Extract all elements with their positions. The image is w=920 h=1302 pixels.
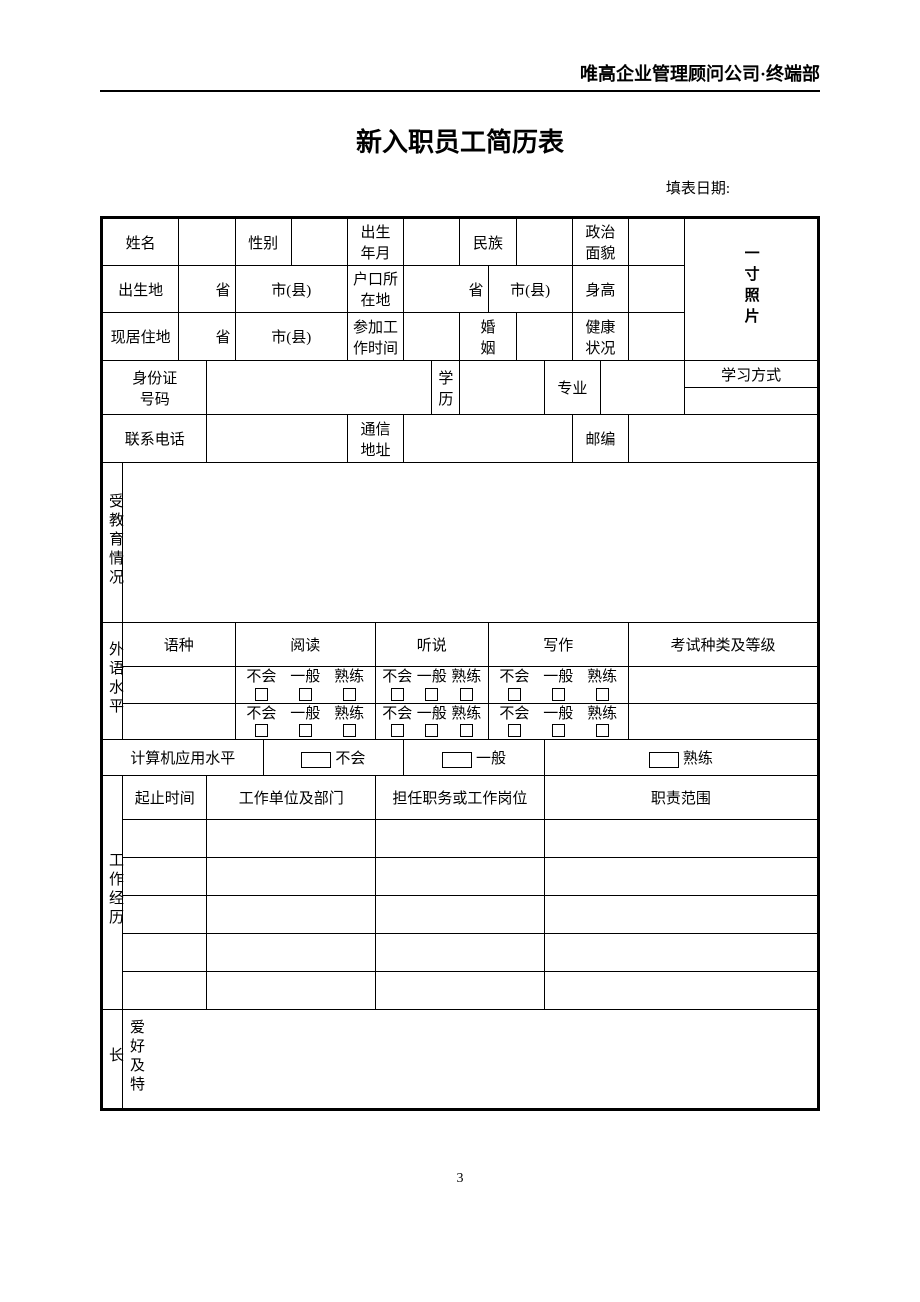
label-lang-section: 外语水平 [102,623,123,740]
field-exam-1[interactable] [629,667,819,704]
label-politics: 政治 面貌 [572,218,628,266]
work-duty-3[interactable] [544,896,818,934]
label-city2: 市(县) [488,266,572,313]
field-gender[interactable] [291,218,347,266]
label-listening: 听说 [376,623,488,667]
field-edu[interactable] [460,361,544,415]
field-exam-2[interactable] [629,703,819,740]
field-lang-type-2[interactable] [123,703,235,740]
field-postcode[interactable] [629,415,819,463]
label-phone: 联系电话 [102,415,207,463]
field-listening-2[interactable]: 不会 一般 熟练 [376,703,488,740]
label-health: 健康 状况 [572,313,628,361]
label-name: 姓名 [102,218,179,266]
field-marriage[interactable] [516,313,572,361]
label-mailaddr: 通信 地址 [347,415,403,463]
label-lang-type: 语种 [123,623,235,667]
work-period-5[interactable] [123,972,207,1010]
label-exam: 考试种类及等级 [629,623,819,667]
label-studymode: 学习方式 [685,361,819,388]
resume-form: 姓名 性别 出生 年月 民族 政治 面貌 一寸照片 出生地 省 市(县) 户口所… [100,216,820,1111]
field-listening-1[interactable]: 不会 一般 熟练 [376,667,488,704]
label-joinwork: 参加工 作时间 [347,313,403,361]
fill-date-label: 填表日期: [100,177,820,198]
label-hobby: 爱好及特长 [102,1010,123,1110]
work-position-3[interactable] [376,896,545,934]
field-name[interactable] [179,218,235,266]
label-reading: 阅读 [235,623,376,667]
label-postcode: 邮编 [572,415,628,463]
work-duty-4[interactable] [544,934,818,972]
work-period-3[interactable] [123,896,207,934]
field-mailaddr[interactable] [404,415,573,463]
field-phone[interactable] [207,415,348,463]
label-hukou: 户口所 在地 [347,266,403,313]
work-dept-3[interactable] [207,896,376,934]
computer-normal[interactable]: 一般 [404,740,545,776]
label-birthplace: 出生地 [102,266,179,313]
work-position-2[interactable] [376,858,545,896]
work-period-2[interactable] [123,858,207,896]
company-header: 唯高企业管理顾问公司·终端部 [100,60,820,92]
label-computer: 计算机应用水平 [102,740,264,776]
label-province2: 省 [404,266,488,313]
field-ethnic[interactable] [516,218,572,266]
label-city3: 市(县) [235,313,347,361]
label-gender: 性别 [235,218,291,266]
work-position-4[interactable] [376,934,545,972]
label-major: 专业 [544,361,600,415]
field-lang-type-1[interactable] [123,667,235,704]
field-idcard[interactable] [207,361,432,415]
label-residence: 现居住地 [102,313,179,361]
photo-box: 一寸照片 [685,218,819,361]
label-dept: 工作单位及部门 [207,776,376,820]
field-hobby[interactable] [123,1010,819,1110]
label-edu-history: 受教育情况 [102,463,123,623]
work-duty-5[interactable] [544,972,818,1010]
label-birth: 出生 年月 [347,218,403,266]
work-duty-1[interactable] [544,820,818,858]
label-writing: 写作 [488,623,629,667]
field-edu-history[interactable] [123,463,819,623]
work-dept-1[interactable] [207,820,376,858]
label-province1: 省 [179,266,235,313]
computer-no[interactable]: 不会 [263,740,404,776]
label-province3: 省 [179,313,235,361]
field-health[interactable] [629,313,685,361]
field-joinwork[interactable] [404,313,460,361]
field-major[interactable] [600,361,684,415]
page-title: 新入职员工简历表 [100,122,820,159]
label-idcard: 身份证 号码 [102,361,207,415]
label-position: 担任职务或工作岗位 [376,776,545,820]
work-period-4[interactable] [123,934,207,972]
field-politics[interactable] [629,218,685,266]
work-position-1[interactable] [376,820,545,858]
page-number: 3 [100,1171,820,1187]
field-writing-2[interactable]: 不会 一般 熟练 [488,703,629,740]
work-dept-4[interactable] [207,934,376,972]
computer-good[interactable]: 熟练 [544,740,818,776]
label-work-section: 工作经历 [102,776,123,1010]
field-studymode[interactable] [685,388,819,415]
field-birth[interactable] [404,218,460,266]
label-edu: 学 历 [432,361,460,415]
label-height: 身高 [572,266,628,313]
label-duty: 职责范围 [544,776,818,820]
work-dept-2[interactable] [207,858,376,896]
field-reading-2[interactable]: 不会 一般 熟练 [235,703,376,740]
work-position-5[interactable] [376,972,545,1010]
field-reading-1[interactable]: 不会 一般 熟练 [235,667,376,704]
label-period: 起止时间 [123,776,207,820]
work-dept-5[interactable] [207,972,376,1010]
field-writing-1[interactable]: 不会 一般 熟练 [488,667,629,704]
label-marriage: 婚 姻 [460,313,516,361]
label-ethnic: 民族 [460,218,516,266]
label-city1: 市(县) [235,266,347,313]
work-duty-2[interactable] [544,858,818,896]
field-height[interactable] [629,266,685,313]
work-period-1[interactable] [123,820,207,858]
